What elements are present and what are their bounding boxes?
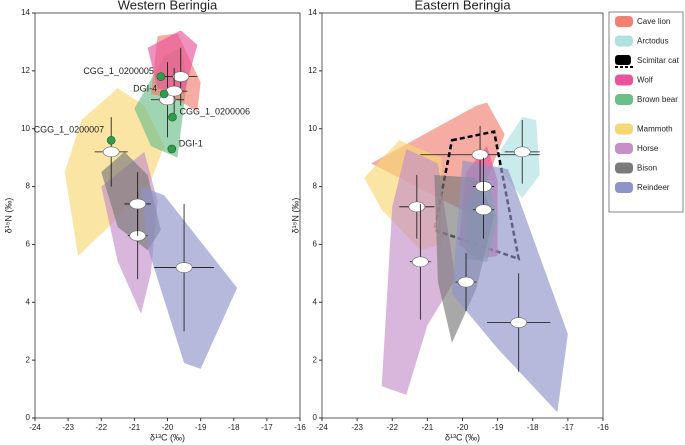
y-tick-label: 0 xyxy=(26,413,31,422)
y-tick-label: 4 xyxy=(26,297,31,306)
legend-icon xyxy=(615,94,633,105)
legend-label: Bison xyxy=(637,164,657,173)
legend-label: Wolf xyxy=(637,76,654,85)
y-tick-label: 2 xyxy=(313,355,318,364)
x-axis-label: δ¹³C (‰) xyxy=(445,432,480,442)
legend-label: Scimitar cat xyxy=(637,56,680,65)
y-tick-label: 10 xyxy=(21,124,30,133)
x-tick-label: -24 xyxy=(316,423,328,432)
y-tick-label: 4 xyxy=(313,297,318,306)
mean-icon xyxy=(175,262,193,273)
x-axis-label: δ¹³C (‰) xyxy=(150,432,185,442)
mean-icon xyxy=(457,276,475,288)
mean-icon xyxy=(408,201,426,213)
mean-icon xyxy=(165,85,183,97)
sample-label: DGI-1 xyxy=(179,138,203,148)
mean-icon xyxy=(412,256,429,268)
x-tick-label: -18 xyxy=(228,423,240,432)
legend-icon xyxy=(615,182,633,193)
x-tick-label: -19 xyxy=(492,423,504,432)
legend-icon xyxy=(615,123,633,135)
y-tick-label: 12 xyxy=(21,66,30,75)
x-tick-label: -17 xyxy=(562,423,574,432)
x-tick-label: -21 xyxy=(129,423,141,432)
mean-icon xyxy=(510,317,528,328)
mean-icon xyxy=(475,204,492,216)
legend-label: Horse xyxy=(637,144,659,153)
mean-icon xyxy=(172,71,190,82)
legend-label: Reindeer xyxy=(637,183,670,192)
niche-polygon xyxy=(451,160,568,413)
sample-label: CGG_1_0200006 xyxy=(179,107,250,117)
y-axis-label: δ¹⁵N (‰) xyxy=(290,198,300,234)
sample-point xyxy=(167,144,177,154)
x-tick-label: -20 xyxy=(162,423,174,432)
panel-title: Western Beringia xyxy=(118,0,218,12)
panel-title: Eastern Beringia xyxy=(414,0,511,12)
y-tick-label: 0 xyxy=(313,413,318,422)
sample-point xyxy=(106,135,116,145)
sample-label: CGG_1_0200007 xyxy=(34,125,105,135)
sample-point xyxy=(156,72,166,81)
y-tick-label: 8 xyxy=(313,182,318,191)
legend-label: Arctodus xyxy=(637,37,669,46)
x-tick-label: -22 xyxy=(386,423,398,432)
mean-icon xyxy=(471,149,489,161)
y-tick-label: 8 xyxy=(26,182,31,191)
legend-icon xyxy=(615,16,633,27)
legend-label: Cave lion xyxy=(637,17,670,26)
y-tick-label: 14 xyxy=(21,8,30,17)
mean-icon xyxy=(129,198,146,210)
x-tick-label: -18 xyxy=(527,423,539,432)
y-tick-label: 14 xyxy=(308,8,317,17)
legend-label: Brown bear xyxy=(637,95,678,104)
mean-icon xyxy=(513,146,531,158)
x-tick-label: -16 xyxy=(597,423,609,432)
sample-point xyxy=(168,112,177,122)
legend-icon xyxy=(615,74,633,86)
legend-icon xyxy=(615,55,631,65)
x-tick-label: -19 xyxy=(195,423,207,432)
x-tick-label: -22 xyxy=(95,423,107,432)
y-axis-label: δ¹⁵N (‰) xyxy=(3,198,13,234)
x-tick-label: -23 xyxy=(62,423,74,432)
x-tick-label: -17 xyxy=(261,423,273,432)
x-tick-label: -16 xyxy=(294,423,306,432)
y-tick-label: 6 xyxy=(313,240,318,249)
legend-icon xyxy=(615,162,633,174)
mean-icon xyxy=(102,146,120,158)
y-tick-label: 6 xyxy=(26,240,31,249)
niche-polygon: Reindeer xyxy=(141,186,238,369)
y-tick-label: 10 xyxy=(308,124,317,133)
sample-label: CGG_1_0200005 xyxy=(83,66,154,76)
legend-icon xyxy=(615,35,633,47)
sample-label: DGI-4 xyxy=(133,83,157,93)
x-tick-label: -24 xyxy=(29,423,41,432)
x-tick-label: -21 xyxy=(422,423,434,432)
sample-point xyxy=(159,89,169,99)
x-tick-label: -20 xyxy=(457,423,469,432)
y-tick-label: 2 xyxy=(26,355,31,364)
x-tick-label: -23 xyxy=(351,423,363,432)
legend-label: Mammoth xyxy=(637,125,673,134)
legend-icon xyxy=(615,143,633,154)
y-tick-label: 12 xyxy=(308,66,317,75)
